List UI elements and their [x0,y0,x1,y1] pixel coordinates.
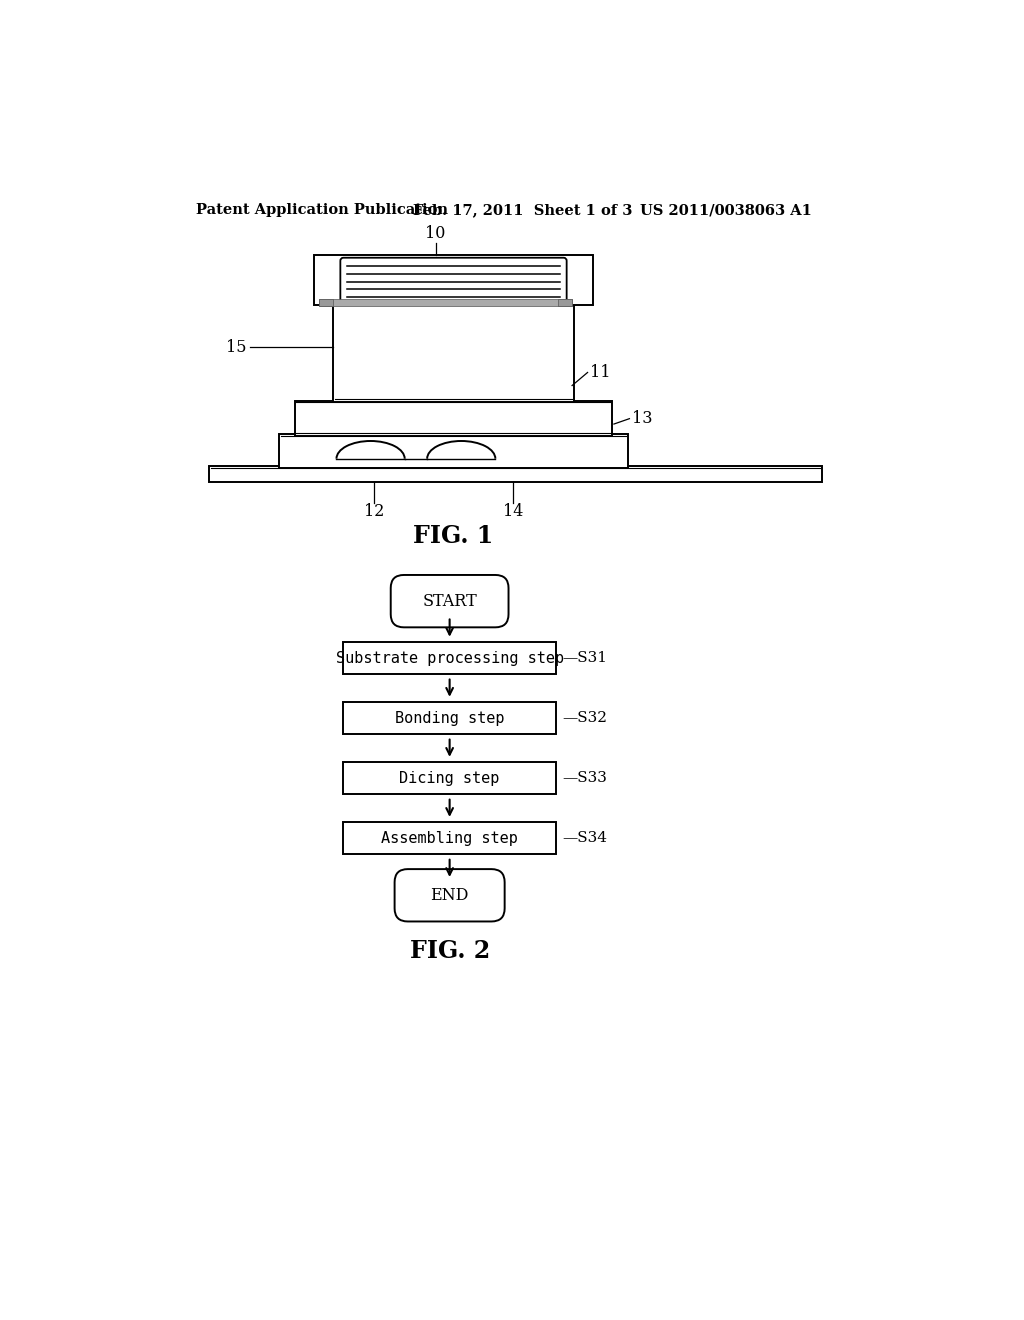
Text: Dicing step: Dicing step [399,771,500,785]
Bar [280,434,628,469]
Bar [343,261,563,301]
Bar [343,702,556,734]
FancyBboxPatch shape [394,869,505,921]
Text: 15: 15 [226,338,247,355]
Bar [319,300,334,306]
Text: END: END [430,887,469,904]
Text: FIG. 1: FIG. 1 [414,524,494,548]
Text: —S31: —S31 [562,651,607,665]
Text: 10: 10 [426,224,445,242]
Bar [295,401,612,436]
Text: Bonding step: Bonding step [395,710,505,726]
Text: —S34: —S34 [562,832,607,845]
Bar [343,762,556,795]
Bar [209,466,821,482]
Text: FIG. 2: FIG. 2 [410,939,489,962]
Text: US 2011/0038063 A1: US 2011/0038063 A1 [640,203,811,216]
Bar [334,301,573,403]
FancyBboxPatch shape [340,257,566,304]
FancyBboxPatch shape [391,576,509,627]
Text: 12: 12 [365,503,385,520]
Text: START: START [422,593,477,610]
Text: —S32: —S32 [562,711,607,725]
Bar [558,300,572,306]
Bar [343,642,556,675]
Bar [343,822,556,854]
Text: Assembling step: Assembling step [381,830,518,846]
Text: Substrate processing step: Substrate processing step [336,651,563,665]
Text: Patent Application Publication: Patent Application Publication [197,203,449,216]
Text: Feb. 17, 2011  Sheet 1 of 3: Feb. 17, 2011 Sheet 1 of 3 [414,203,633,216]
Text: 14: 14 [503,503,523,520]
Bar [314,255,593,305]
Text: —S33: —S33 [562,771,607,785]
Bar [319,300,572,306]
Text: 11: 11 [590,364,610,381]
Text: 13: 13 [632,411,652,428]
